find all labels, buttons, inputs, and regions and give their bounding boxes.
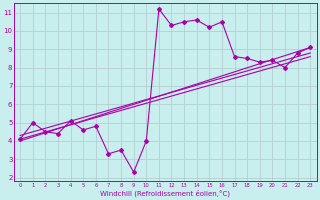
X-axis label: Windchill (Refroidissement éolien,°C): Windchill (Refroidissement éolien,°C) <box>100 189 230 197</box>
